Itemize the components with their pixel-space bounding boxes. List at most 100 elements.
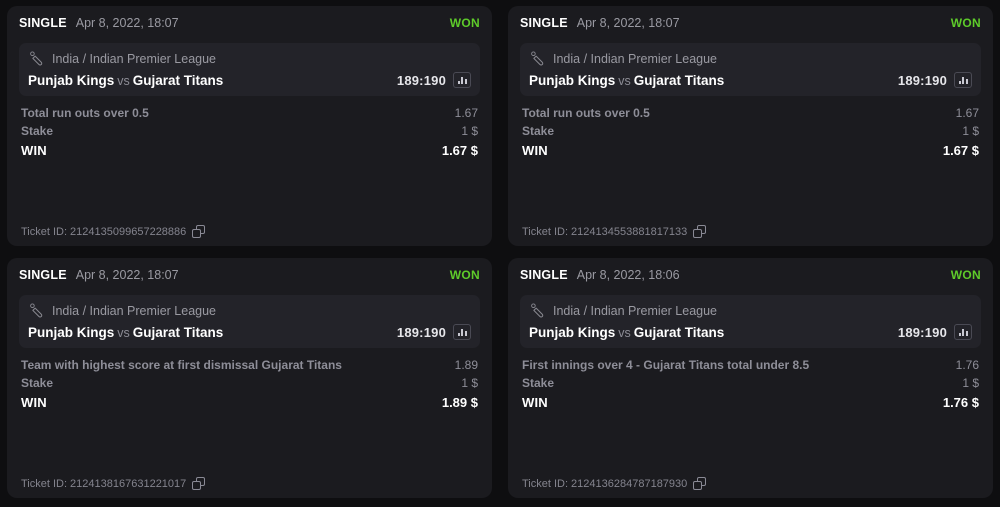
- league-row: India / Indian Premier League: [28, 50, 471, 67]
- match-score: 189:190: [396, 324, 446, 340]
- selection-odds: 1.67: [955, 106, 979, 120]
- away-team: Gujarat Titans: [633, 72, 725, 88]
- bet-type-label: SINGLE: [19, 16, 67, 30]
- score-wrap: 189:190: [397, 72, 471, 88]
- vs-separator: vs: [618, 73, 631, 88]
- home-team: Punjab Kings: [529, 324, 616, 340]
- bet-card[interactable]: SINGLE Apr 8, 2022, 18:06 WON India / In…: [508, 258, 993, 498]
- win-value: 1.67 $: [942, 143, 979, 158]
- cricket-bat-ball-icon: [531, 303, 544, 318]
- match-score: 189:190: [897, 72, 947, 88]
- copy-icon[interactable]: [693, 225, 707, 238]
- selection-odds: 1.76: [955, 358, 979, 372]
- win-label: WIN: [522, 395, 548, 410]
- win-value: 1.76 $: [942, 395, 979, 410]
- selection-row: Team with highest score at first dismiss…: [19, 356, 480, 374]
- match-panel[interactable]: India / Indian Premier League Punjab Kin…: [520, 295, 981, 348]
- match-panel[interactable]: India / Indian Premier League Punjab Kin…: [520, 43, 981, 96]
- copy-icon[interactable]: [192, 477, 206, 490]
- vs-separator: vs: [117, 73, 130, 88]
- bar-chart-icon[interactable]: [453, 72, 471, 88]
- stake-label: Stake: [21, 376, 54, 390]
- win-row: WIN 1.89 $: [19, 393, 480, 412]
- league-name: India / Indian Premier League: [553, 303, 717, 318]
- selection-odds: 1.89: [454, 358, 478, 372]
- ticket-id-value: 2124134553881817133: [571, 225, 688, 238]
- bet-date-label: Apr 8, 2022, 18:06: [576, 268, 680, 282]
- ticket-footer: Ticket ID: 2124135099657228886: [19, 225, 480, 238]
- copy-icon[interactable]: [192, 225, 206, 238]
- cricket-bat-ball-icon: [531, 51, 544, 66]
- bet-date-label: Apr 8, 2022, 18:07: [75, 268, 179, 282]
- score-wrap: 189:190: [397, 324, 471, 340]
- match-score: 189:190: [897, 324, 947, 340]
- league-row: India / Indian Premier League: [529, 50, 972, 67]
- match-teams: Punjab Kings vs Gujarat Titans: [28, 325, 223, 340]
- ticket-footer: Ticket ID: 2124136284787187930: [520, 477, 981, 490]
- league-row: India / Indian Premier League: [28, 302, 471, 319]
- status-badge: WON: [950, 16, 981, 30]
- league-name: India / Indian Premier League: [52, 51, 216, 66]
- selection-row: Total run outs over 0.5 1.67: [19, 104, 480, 122]
- away-team: Gujarat Titans: [132, 72, 224, 88]
- selection-label: Total run outs over 0.5: [21, 106, 149, 120]
- stake-value: 1 $: [962, 376, 979, 390]
- teams-row: Punjab Kings vs Gujarat Titans 189:190: [28, 72, 471, 88]
- stake-row: Stake 1 $: [19, 374, 480, 392]
- match-teams: Punjab Kings vs Gujarat Titans: [28, 73, 223, 88]
- vs-separator: vs: [618, 325, 631, 340]
- bet-card-header: SINGLE Apr 8, 2022, 18:07 WON: [19, 268, 480, 288]
- stake-value: 1 $: [461, 376, 478, 390]
- win-label: WIN: [522, 143, 548, 158]
- stake-label: Stake: [522, 124, 555, 138]
- stake-value: 1 $: [461, 124, 478, 138]
- bar-chart-icon[interactable]: [954, 324, 972, 340]
- stake-row: Stake 1 $: [520, 374, 981, 392]
- win-value: 1.67 $: [441, 143, 478, 158]
- bar-chart-icon[interactable]: [453, 324, 471, 340]
- status-badge: WON: [449, 268, 480, 282]
- ticket-footer: Ticket ID: 2124138167631221017: [19, 477, 480, 490]
- win-value: 1.89 $: [441, 395, 478, 410]
- selection-label: Team with highest score at first dismiss…: [21, 358, 342, 372]
- teams-row: Punjab Kings vs Gujarat Titans 189:190: [28, 324, 471, 340]
- match-score: 189:190: [396, 72, 446, 88]
- ticket-id-value: 2124135099657228886: [70, 225, 187, 238]
- vs-separator: vs: [117, 325, 130, 340]
- home-team: Punjab Kings: [28, 72, 115, 88]
- cricket-bat-ball-icon: [30, 51, 43, 66]
- away-team: Gujarat Titans: [633, 324, 725, 340]
- bet-card-header: SINGLE Apr 8, 2022, 18:06 WON: [520, 268, 981, 288]
- teams-row: Punjab Kings vs Gujarat Titans 189:190: [529, 324, 972, 340]
- win-label: WIN: [21, 143, 47, 158]
- away-team: Gujarat Titans: [132, 324, 224, 340]
- copy-icon[interactable]: [693, 477, 707, 490]
- bet-card[interactable]: SINGLE Apr 8, 2022, 18:07 WON India / In…: [7, 258, 492, 498]
- match-panel[interactable]: India / Indian Premier League Punjab Kin…: [19, 43, 480, 96]
- ticket-id-value: 2124136284787187930: [571, 477, 688, 490]
- bet-date-label: Apr 8, 2022, 18:07: [75, 16, 179, 30]
- league-name: India / Indian Premier League: [553, 51, 717, 66]
- teams-row: Punjab Kings vs Gujarat Titans 189:190: [529, 72, 972, 88]
- bet-type-label: SINGLE: [520, 16, 568, 30]
- bet-card[interactable]: SINGLE Apr 8, 2022, 18:07 WON India / In…: [508, 6, 993, 246]
- league-name: India / Indian Premier League: [52, 303, 216, 318]
- stake-value: 1 $: [962, 124, 979, 138]
- bet-card[interactable]: SINGLE Apr 8, 2022, 18:07 WON India / In…: [7, 6, 492, 246]
- match-panel[interactable]: India / Indian Premier League Punjab Kin…: [19, 295, 480, 348]
- ticket-id-prefix: Ticket ID:: [522, 477, 569, 490]
- selection-label: Total run outs over 0.5: [522, 106, 650, 120]
- win-label: WIN: [21, 395, 47, 410]
- status-badge: WON: [950, 268, 981, 282]
- stake-row: Stake 1 $: [520, 122, 981, 140]
- selection-label: First innings over 4 - Gujarat Titans to…: [522, 358, 810, 372]
- bar-chart-icon[interactable]: [954, 72, 972, 88]
- score-wrap: 189:190: [898, 72, 972, 88]
- stake-label: Stake: [21, 124, 54, 138]
- ticket-footer: Ticket ID: 2124134553881817133: [520, 225, 981, 238]
- ticket-id-prefix: Ticket ID:: [21, 225, 68, 238]
- ticket-id-prefix: Ticket ID:: [522, 225, 569, 238]
- win-row: WIN 1.76 $: [520, 393, 981, 412]
- bet-card-header: SINGLE Apr 8, 2022, 18:07 WON: [520, 16, 981, 36]
